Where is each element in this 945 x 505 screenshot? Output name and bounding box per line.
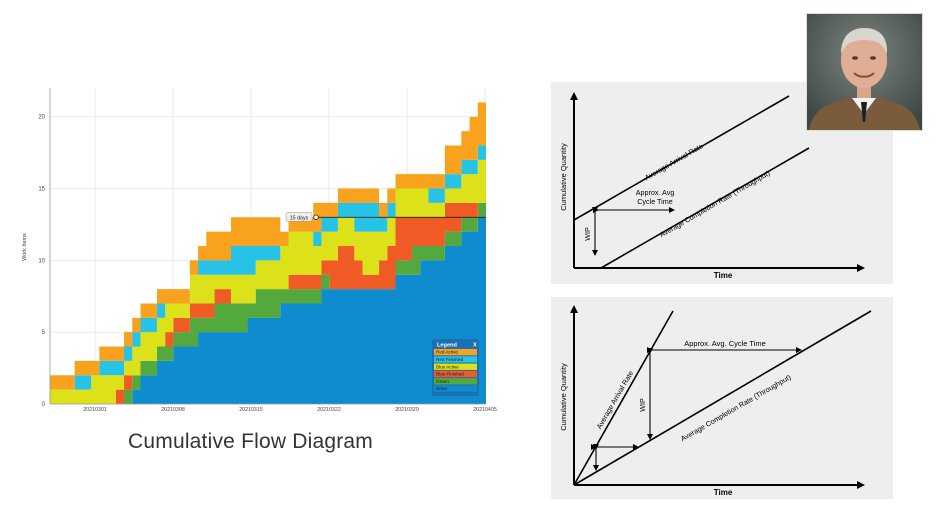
wip-label: WIP <box>638 398 647 412</box>
y-axis-label: Cumulative Quantity <box>559 143 568 211</box>
legend-item-label[interactable]: Red Finished <box>436 357 464 362</box>
chart-areas <box>50 102 486 404</box>
annotation-box <box>285 212 313 222</box>
chart-legend: Legend X Red Active Red Finished Blue Acti… <box>432 339 479 396</box>
legend-item-label[interactable]: Done <box>436 386 447 391</box>
y-tick-label: 5 <box>42 330 46 336</box>
arrival-rate-label: Average Arrival Rate <box>643 141 704 182</box>
chart-axes: 0 5 10 15 20 20210301 20210308 20210315 20210322… <box>38 88 497 413</box>
y-tick-label: 0 <box>42 402 46 408</box>
wip-label: WIP <box>583 227 592 241</box>
legend-swatch <box>434 378 477 385</box>
area-blue-active[interactable] <box>50 159 486 404</box>
completion-rate-label: Average Completion Rate (Throughput) <box>679 373 792 444</box>
area-green[interactable] <box>50 202 486 404</box>
y-axis-label: Cumulative Quantity <box>559 363 568 431</box>
legend-swatch <box>434 356 477 363</box>
completion-rate-label: Average Completion Rate (Throughput) <box>658 169 771 240</box>
annotation-label: 15 days <box>290 215 309 221</box>
arrival-rate-line <box>573 310 674 486</box>
x-tick-label: 20210315 <box>239 407 263 413</box>
cycle-time-label: Approx. Avg. Cycle Time <box>684 339 766 348</box>
area-red-finished[interactable] <box>50 145 486 390</box>
y-tick-label: 20 <box>38 115 45 121</box>
area-red-active[interactable] <box>50 102 486 390</box>
y-tick-label: 15 <box>38 187 45 193</box>
cycle-time-annotation: 15 days <box>285 212 486 222</box>
completion-rate-line <box>573 310 872 486</box>
area-blue-finished[interactable] <box>50 202 486 404</box>
cumulative-flow-chart: 0 5 10 15 20 20210301 20210308 20210315 20210322… <box>14 82 504 418</box>
x-tick-label: 20210329 <box>395 407 419 413</box>
legend-close-icon[interactable]: X <box>473 343 477 349</box>
arrival-rate-label: Average Arrival Rate <box>594 369 635 430</box>
cycle-time-label-line1: Approx. Avg <box>636 188 675 197</box>
legend-item-label[interactable]: Blue Finished <box>436 372 464 377</box>
legend-swatch <box>434 363 477 370</box>
legend-swatch <box>434 349 477 356</box>
y-axis-label: Work Items <box>22 233 28 261</box>
legend-item-label[interactable]: Blue Active <box>436 364 459 369</box>
y-tick-label: 10 <box>38 258 45 264</box>
x-axis-label: Time <box>714 488 733 497</box>
area-done[interactable] <box>50 217 486 404</box>
legend-swatch <box>434 370 477 378</box>
legend-item-label[interactable]: Green <box>436 379 449 384</box>
x-tick-label: 20210322 <box>317 407 341 413</box>
completion-rate-line <box>600 147 810 269</box>
arrival-rate-line <box>573 95 790 221</box>
cycle-time-label-line2: Cycle Time <box>637 197 673 206</box>
legend-title: Legend <box>437 343 457 349</box>
person-portrait-icon <box>806 13 923 131</box>
x-axis-label: Time <box>714 271 733 280</box>
annotation-handle[interactable] <box>313 214 319 220</box>
x-tick-label: 20210301 <box>83 407 107 413</box>
chart-caption: Cumulative Flow Diagram <box>128 430 374 453</box>
legend-item-label[interactable]: Red Active <box>436 350 458 355</box>
x-tick-label: 20210308 <box>161 407 185 413</box>
throughput-diagram-bottom: Cumulative Quantity Time Average Arrival… <box>551 297 893 499</box>
legend-swatch <box>434 385 477 392</box>
x-tick-label: 20210405 <box>473 407 497 413</box>
